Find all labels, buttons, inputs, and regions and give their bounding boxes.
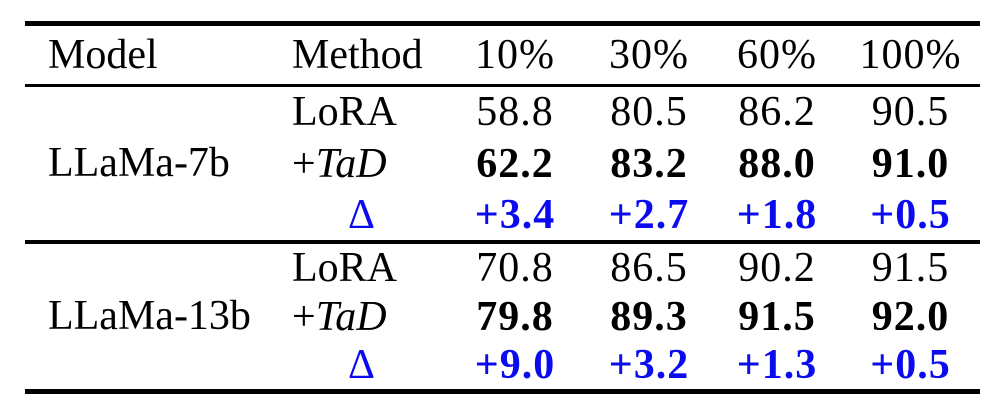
- value-cell: 89.3: [610, 293, 688, 340]
- table-row: LLaMa-13b LoRA 70.8 86.5 90.2 91.5: [25, 242, 980, 338]
- value-cell: 86.5: [610, 244, 688, 291]
- delta-value-cell: +3.4: [474, 191, 556, 238]
- delta-value-cell: +1.3: [736, 342, 818, 389]
- value-cell: 62.2: [476, 140, 554, 187]
- col-header-model: Model: [48, 32, 158, 78]
- table-row: LLaMa-7b LoRA 58.8 80.5 86.2 90.5: [25, 86, 980, 184]
- model-cell-llama-13b: LLaMa-13b: [48, 293, 251, 340]
- delta-value-cell: +2.7: [608, 191, 690, 238]
- results-table: Model Method 10% 30% 60% 100% LLaMa-7b L…: [25, 21, 980, 394]
- value-cell: 58.8: [476, 89, 554, 136]
- delta-value-cell: +1.8: [736, 191, 818, 238]
- delta-value-cell: +0.5: [870, 191, 951, 238]
- method-cell-delta: Δ: [260, 342, 445, 392]
- value-cell: 90.5: [871, 89, 950, 136]
- col-header-method: Method: [292, 32, 423, 78]
- section-llama-7b: LLaMa-7b LoRA 58.8 80.5 86.2 90.5 +TaD 6…: [25, 86, 980, 242]
- table-row: Δ +9.0 +3.2 +1.3 +0.5: [25, 342, 980, 392]
- method-plus-prefix: +: [292, 293, 316, 340]
- method-cell-tad: +TaD: [260, 138, 445, 190]
- table-row: +TaD 62.2 83.2 88.0 91.0: [25, 138, 980, 190]
- delta-value-cell: +0.5: [870, 342, 951, 389]
- method-cell-delta: Δ: [260, 190, 445, 242]
- col-header-100pct: 100%: [859, 32, 962, 78]
- col-header-10pct: 10%: [475, 32, 555, 78]
- col-header-30pct: 30%: [609, 32, 689, 78]
- value-cell: 91.5: [871, 244, 950, 291]
- value-cell: 91.0: [871, 140, 950, 187]
- value-cell: 88.0: [738, 140, 816, 187]
- value-cell: 79.8: [476, 293, 554, 340]
- section-llama-13b: LLaMa-13b LoRA 70.8 86.5 90.2 91.5 +TaD …: [25, 242, 980, 392]
- value-cell: 90.2: [738, 244, 816, 291]
- delta-value-cell: +3.2: [608, 342, 690, 389]
- header-row: Model Method 10% 30% 60% 100%: [25, 24, 980, 86]
- delta-value-cell: +9.0: [474, 342, 556, 389]
- value-cell: 80.5: [610, 89, 688, 136]
- col-header-60pct: 60%: [737, 32, 817, 78]
- table-row: Δ +3.4 +2.7 +1.8 +0.5: [25, 190, 980, 242]
- delta-symbol: Δ: [348, 342, 376, 389]
- method-cell-lora: LoRA: [292, 244, 397, 291]
- table-row: +TaD 79.8 89.3 91.5 92.0: [25, 292, 980, 342]
- model-cell-llama-7b: LLaMa-7b: [48, 140, 230, 187]
- value-cell: 70.8: [476, 244, 554, 291]
- method-cell-lora: LoRA: [292, 89, 397, 136]
- method-cell-tad: +TaD: [260, 292, 445, 342]
- value-cell: 91.5: [738, 293, 816, 340]
- delta-symbol: Δ: [348, 191, 376, 238]
- value-cell: 92.0: [871, 293, 950, 340]
- table-header: Model Method 10% 30% 60% 100%: [25, 24, 980, 86]
- method-name-italic: TaD: [315, 140, 387, 187]
- value-cell: 83.2: [610, 140, 688, 187]
- value-cell: 86.2: [738, 89, 816, 136]
- method-name-italic: TaD: [315, 293, 387, 340]
- method-plus-prefix: +: [292, 140, 316, 187]
